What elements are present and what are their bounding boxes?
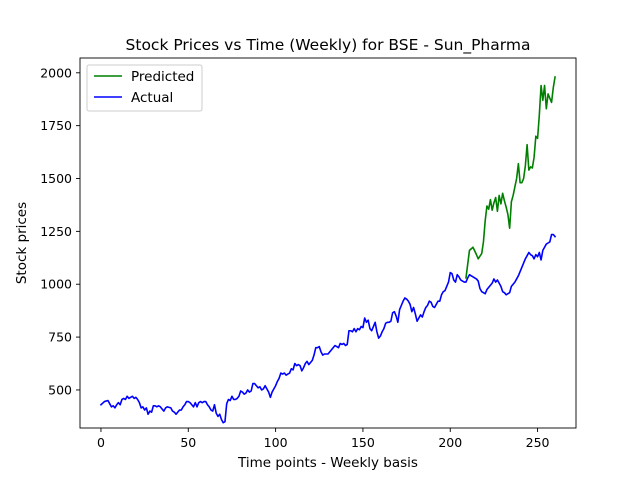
legend-label-actual: Actual (131, 90, 173, 106)
y-tick-label: 2000 (40, 65, 72, 80)
y-tick-label: 1000 (40, 277, 72, 292)
x-tick-label: 100 (264, 435, 288, 450)
ticks-layer: 0 50 100 150 200 250 500 750 1000 1250 1500 1750 200… (40, 65, 549, 450)
x-axis-label: Time points - Weekly basis (237, 455, 418, 471)
legend-label-predicted: Predicted (131, 69, 194, 85)
series-line-predicted (465, 76, 556, 279)
legend: Predicted Actual (86, 64, 203, 112)
y-tick-label: 1250 (40, 224, 72, 239)
x-tick-label: 250 (526, 435, 550, 450)
x-tick-label: 200 (438, 435, 462, 450)
x-tick-label: 150 (351, 435, 375, 450)
y-tick-label: 1500 (40, 171, 72, 186)
y-tick-label: 1750 (40, 118, 72, 133)
y-tick-label: 500 (48, 382, 72, 397)
x-tick-label: 0 (97, 435, 105, 450)
x-tick-label: 50 (180, 435, 196, 450)
series-layer (99, 76, 557, 424)
chart-title: Stock Prices vs Time (Weekly) for BSE - … (126, 36, 531, 55)
plot-frame (79, 57, 577, 429)
y-axis-label: Stock prices (14, 202, 30, 284)
series-line-actual (99, 233, 557, 424)
y-tick-label: 750 (48, 330, 72, 345)
